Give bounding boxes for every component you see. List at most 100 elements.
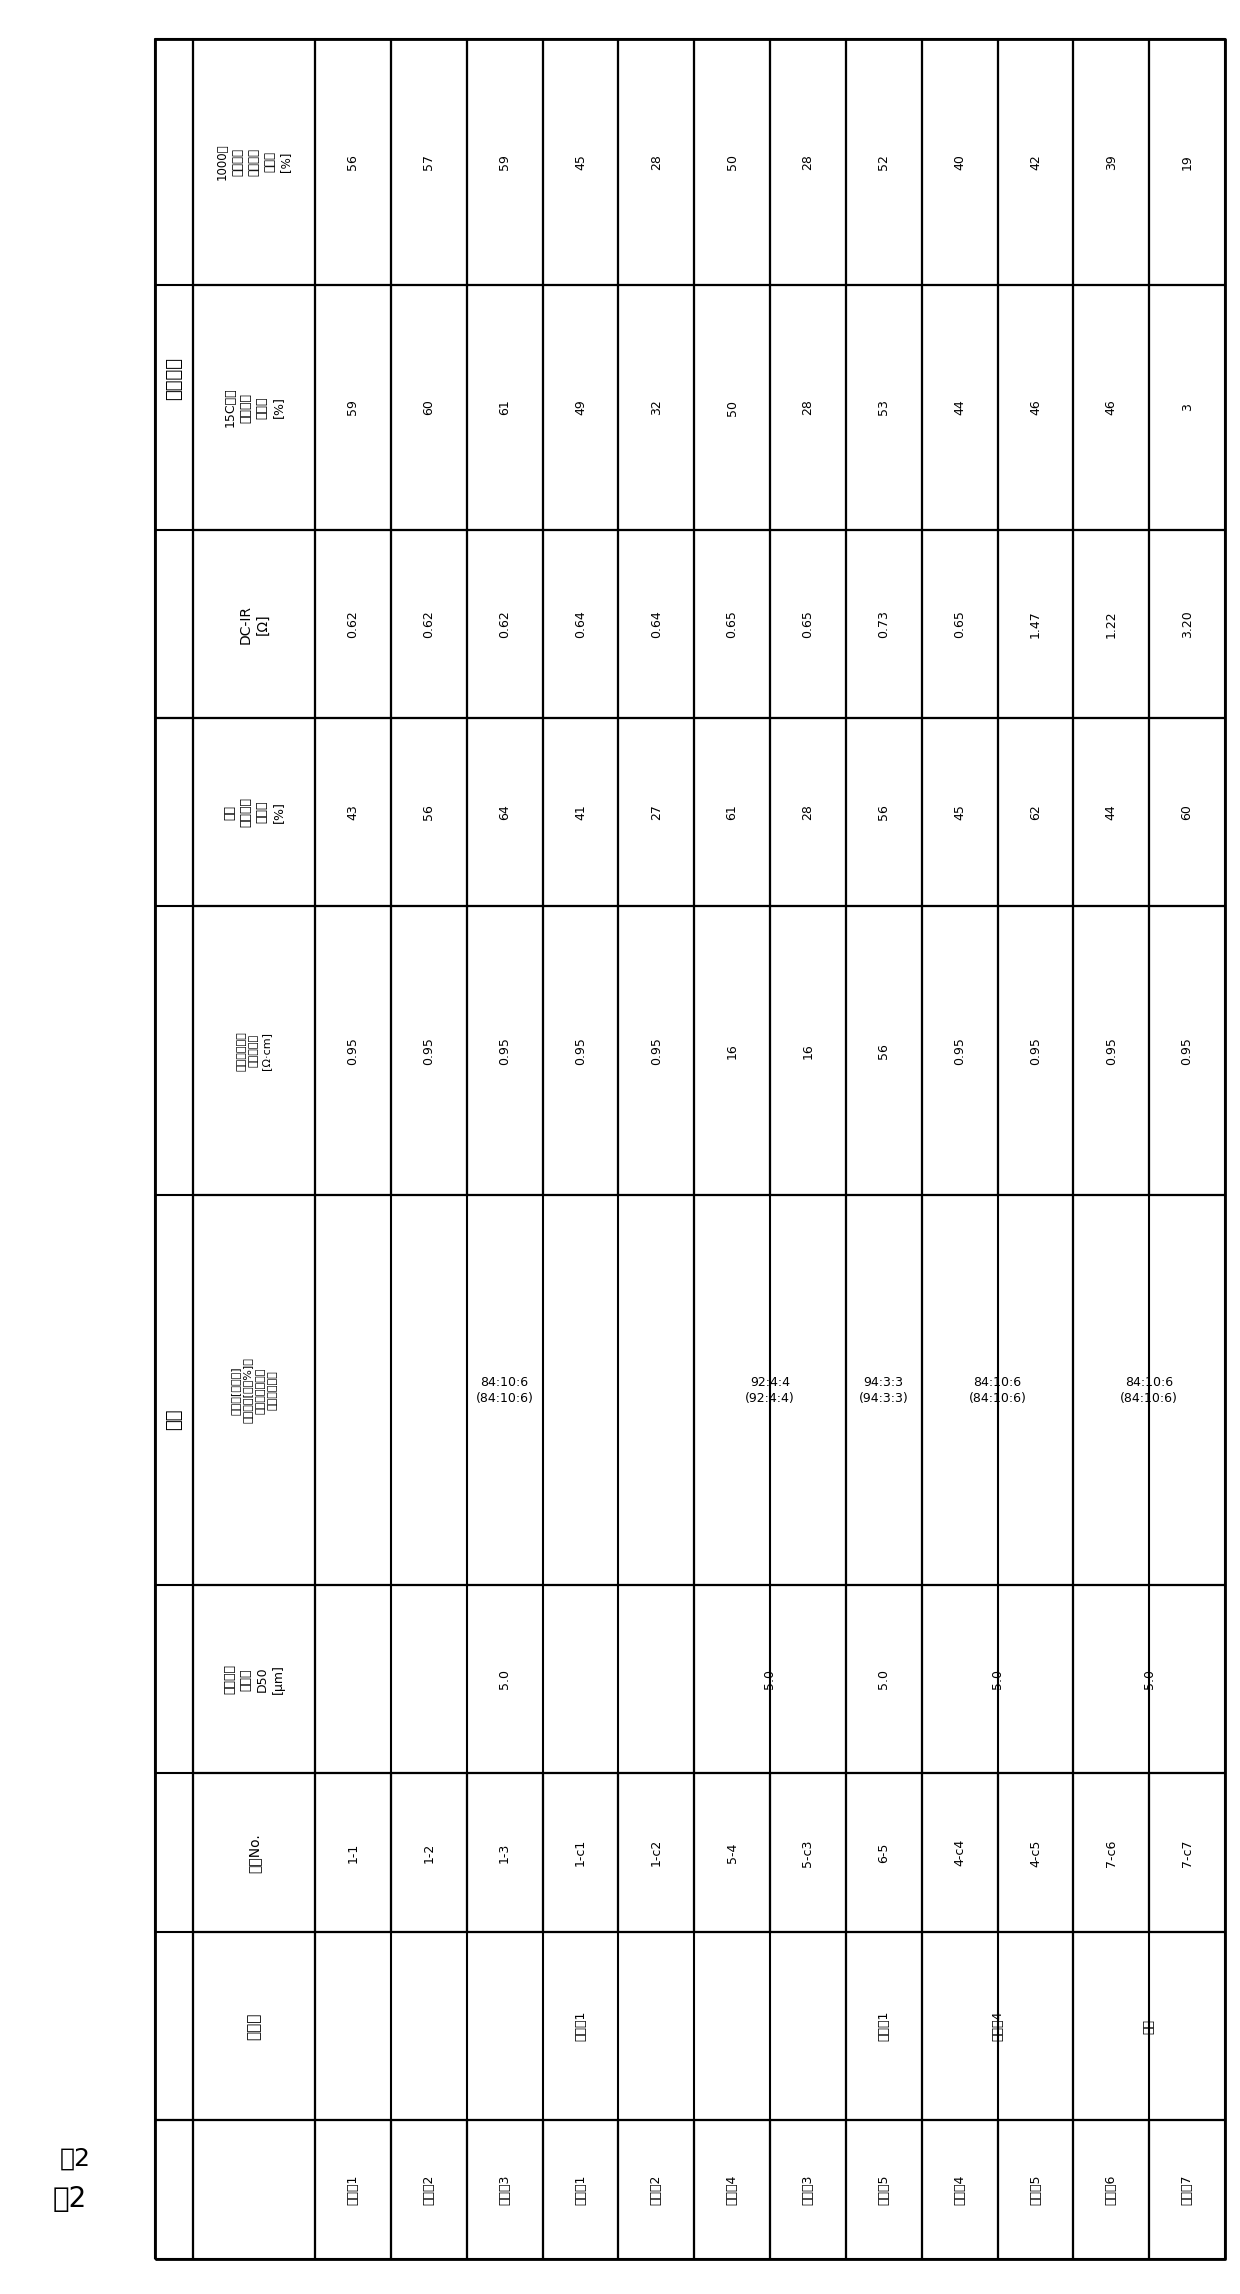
Text: 0.95: 0.95 — [574, 1037, 587, 1064]
Text: 活性物质层的
体积电阻率
[Ω·cm]: 活性物质层的 体积电阻率 [Ω·cm] — [237, 1030, 272, 1071]
Text: 56: 56 — [346, 154, 360, 170]
Text: 28: 28 — [801, 805, 815, 821]
Text: 1-c1: 1-c1 — [574, 1840, 587, 1867]
Text: 44: 44 — [954, 399, 966, 415]
Text: 59: 59 — [346, 399, 360, 415]
Text: 实施例3: 实施例3 — [498, 2175, 511, 2205]
Text: 84:10:6
(84:10:6): 84:10:6 (84:10:6) — [476, 1376, 533, 1404]
Text: 实施例2: 实施例2 — [423, 2175, 435, 2205]
Text: 27: 27 — [650, 805, 662, 821]
Text: 制造例4: 制造例4 — [991, 2012, 1004, 2042]
Text: 比较例2: 比较例2 — [650, 2175, 662, 2205]
Text: 92:4:4
(92:4:4): 92:4:4 (92:4:4) — [745, 1376, 795, 1404]
Text: 94:3:3
(94:3:3): 94:3:3 (94:3:3) — [859, 1376, 909, 1404]
Text: 7-c6: 7-c6 — [1105, 1840, 1117, 1867]
Text: 比较例4: 比较例4 — [954, 2175, 966, 2205]
Text: 5.0: 5.0 — [991, 1670, 1004, 1688]
Text: 46: 46 — [1029, 399, 1042, 415]
Text: 5.0: 5.0 — [764, 1670, 776, 1688]
Text: 1000次
循环后的
放电容量
维持率
[%]: 1000次 循环后的 放电容量 维持率 [%] — [216, 145, 293, 181]
Text: 56: 56 — [423, 805, 435, 821]
Text: 0.65: 0.65 — [954, 610, 966, 638]
Text: 41: 41 — [574, 805, 587, 821]
Text: 表2: 表2 — [60, 2147, 91, 2170]
Text: 46: 46 — [1105, 399, 1117, 415]
Text: 比较例5: 比较例5 — [1029, 2175, 1042, 2205]
Text: 84:10:6
(84:10:6): 84:10:6 (84:10:6) — [1120, 1376, 1178, 1404]
Text: 0.95: 0.95 — [650, 1037, 662, 1064]
Text: 50: 50 — [725, 154, 739, 170]
Text: 39: 39 — [1105, 154, 1117, 170]
Text: 28: 28 — [801, 154, 815, 170]
Text: 1-2: 1-2 — [423, 1842, 435, 1863]
Text: 0.95: 0.95 — [954, 1037, 966, 1064]
Text: 集电体: 集电体 — [247, 2012, 262, 2039]
Text: 5-4: 5-4 — [725, 1842, 739, 1863]
Text: 5-c3: 5-c3 — [801, 1840, 815, 1867]
Text: 52: 52 — [877, 154, 890, 170]
Text: 1.47: 1.47 — [1029, 610, 1042, 638]
Text: 0.95: 0.95 — [1180, 1037, 1194, 1064]
Text: 0.62: 0.62 — [423, 610, 435, 638]
Text: 60: 60 — [423, 399, 435, 415]
Text: 53: 53 — [877, 399, 890, 415]
Text: 0.95: 0.95 — [346, 1037, 360, 1064]
Text: 表2: 表2 — [53, 2184, 87, 2214]
Text: 28: 28 — [801, 399, 815, 415]
Text: 4-c4: 4-c4 — [954, 1840, 966, 1867]
Text: 正极: 正极 — [165, 1409, 184, 1429]
Text: 4-c5: 4-c5 — [1029, 1840, 1042, 1867]
Text: 5.0: 5.0 — [498, 1670, 511, 1688]
Text: 铝箔: 铝箔 — [1143, 2019, 1156, 2035]
Text: 电池特性: 电池特性 — [165, 358, 184, 399]
Text: 比较例6: 比较例6 — [1105, 2175, 1117, 2205]
Text: 0.64: 0.64 — [650, 610, 662, 638]
Text: 45: 45 — [574, 154, 587, 170]
Text: 16: 16 — [801, 1044, 815, 1058]
Text: 比较例1: 比较例1 — [574, 2175, 587, 2205]
Text: 5.0: 5.0 — [1143, 1670, 1156, 1688]
Text: 比较例7: 比较例7 — [1180, 2175, 1194, 2205]
Text: 活性
物质层的
孔隙率
[%]: 活性 物质层的 孔隙率 [%] — [223, 798, 284, 828]
Text: 0.64: 0.64 — [574, 610, 587, 638]
Text: 制造例1: 制造例1 — [877, 2012, 890, 2042]
Text: 57: 57 — [423, 154, 435, 170]
Text: 61: 61 — [725, 805, 739, 821]
Text: 实施例5: 实施例5 — [877, 2175, 890, 2205]
Text: 0.65: 0.65 — [725, 610, 739, 638]
Text: 3.20: 3.20 — [1180, 610, 1194, 638]
Text: 40: 40 — [954, 154, 966, 170]
Text: 制造例1: 制造例1 — [574, 2012, 587, 2042]
Text: 64: 64 — [498, 805, 511, 821]
Text: 16: 16 — [725, 1044, 739, 1058]
Text: 45: 45 — [954, 805, 966, 821]
Text: 0.95: 0.95 — [423, 1037, 435, 1064]
Text: 5.0: 5.0 — [877, 1670, 890, 1688]
Text: 0.62: 0.62 — [498, 610, 511, 638]
Text: 正极活性
物质的
D50
[μm]: 正极活性 物质的 D50 [μm] — [223, 1665, 284, 1695]
Text: 0.95: 0.95 — [1105, 1037, 1117, 1064]
Text: 19: 19 — [1180, 154, 1194, 170]
Text: 15C时的
放电容量
维持率
[%]: 15C时的 放电容量 维持率 [%] — [223, 388, 284, 427]
Text: 实施例4: 实施例4 — [725, 2175, 739, 2205]
Text: 1-1: 1-1 — [346, 1842, 360, 1863]
Text: 0.95: 0.95 — [498, 1037, 511, 1064]
Text: 实施例1: 实施例1 — [346, 2175, 360, 2205]
Text: 84:10:6
(84:10:6): 84:10:6 (84:10:6) — [968, 1376, 1027, 1404]
Text: 59: 59 — [498, 154, 511, 170]
Text: 32: 32 — [650, 399, 662, 415]
Text: 0.95: 0.95 — [1029, 1037, 1042, 1064]
Text: 56: 56 — [877, 1044, 890, 1058]
Text: 0.65: 0.65 — [801, 610, 815, 638]
Text: 62: 62 — [1029, 805, 1042, 821]
Text: 50: 50 — [725, 399, 739, 415]
Text: 43: 43 — [346, 805, 360, 821]
Text: 1-c2: 1-c2 — [650, 1840, 662, 1867]
Text: 60: 60 — [1180, 805, 1194, 821]
Text: 0.73: 0.73 — [877, 610, 890, 638]
Text: 1-3: 1-3 — [498, 1842, 511, 1863]
Text: DC-IR
[Ω]: DC-IR [Ω] — [238, 606, 269, 645]
Text: 比较例3: 比较例3 — [801, 2175, 815, 2205]
Text: 3: 3 — [1180, 404, 1194, 411]
Text: 添加量[质量份]
（含有量[质量%]）
活性物质；导电
助剂；粘合剂: 添加量[质量份] （含有量[质量%]） 活性物质；导电 助剂；粘合剂 — [231, 1358, 278, 1422]
